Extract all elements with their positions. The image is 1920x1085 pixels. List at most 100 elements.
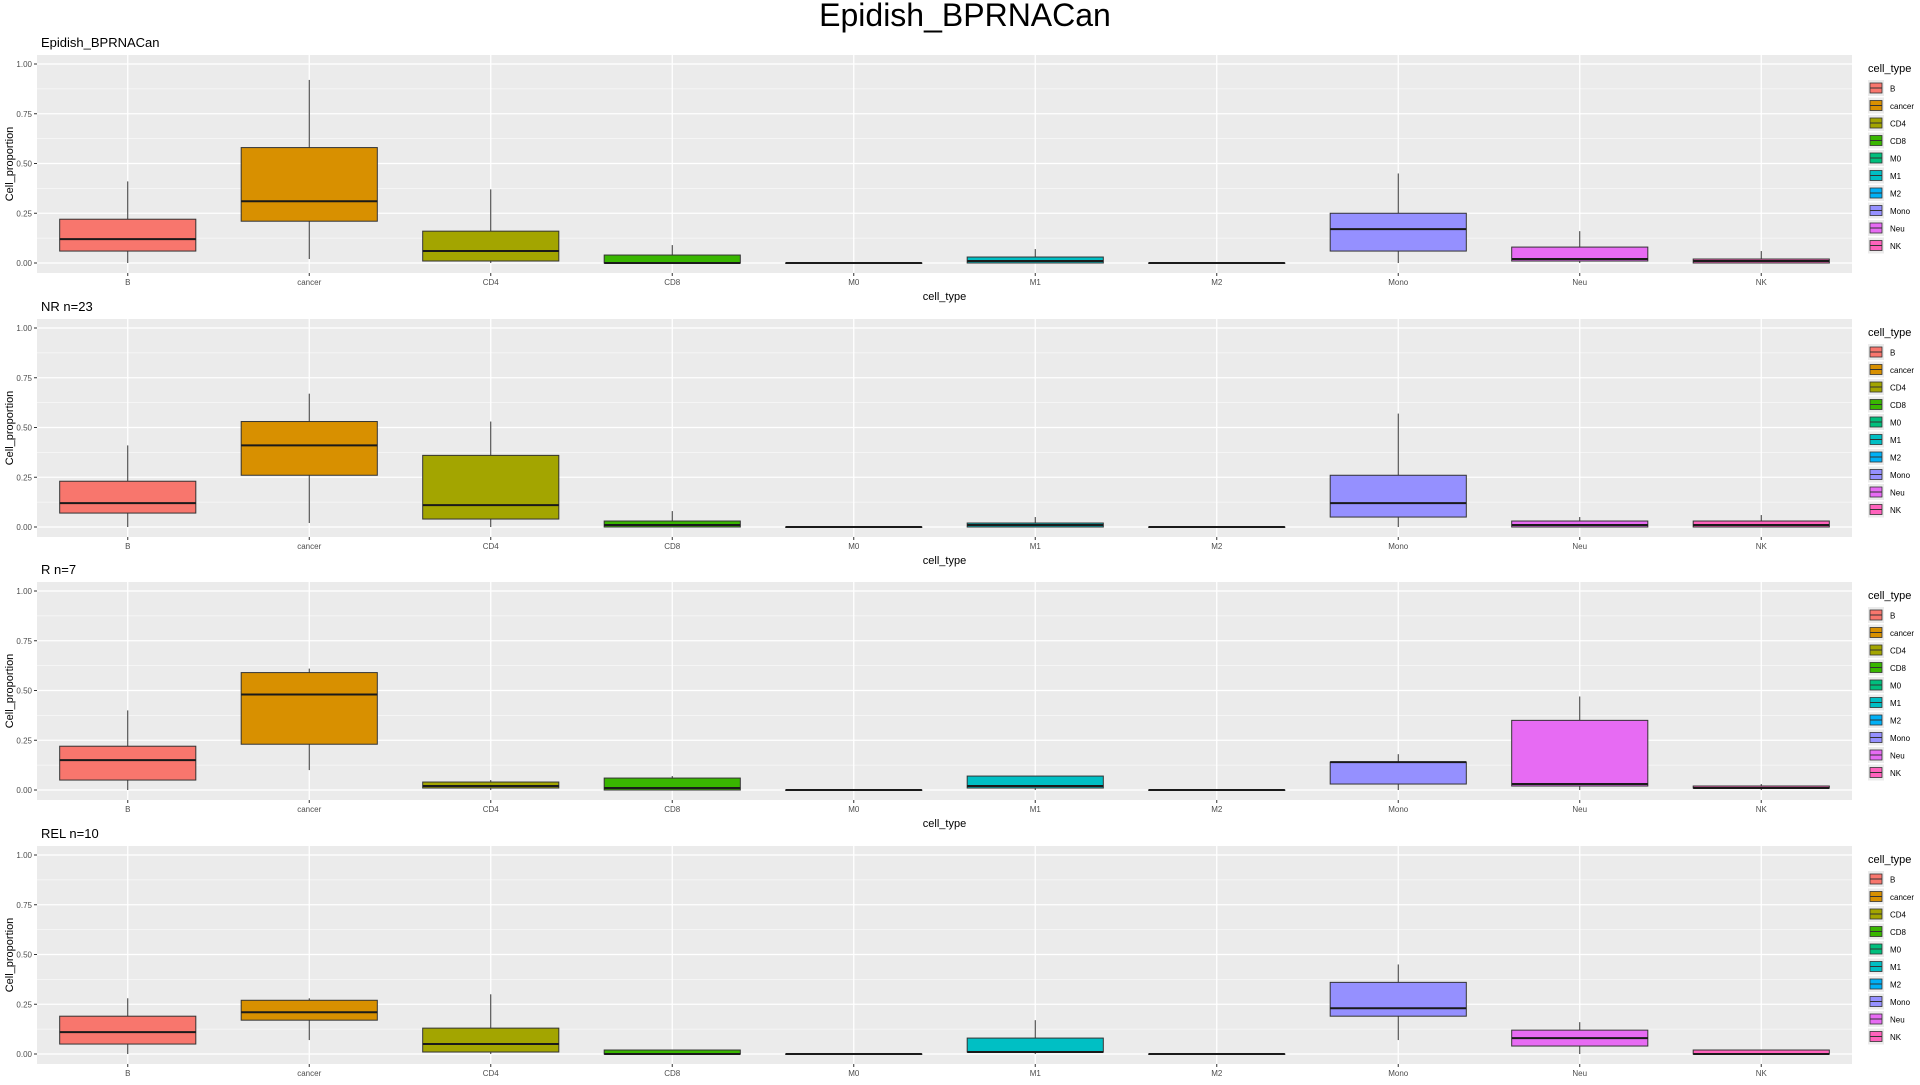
legend-label: M2 [1890, 717, 1902, 726]
legend-entry: M1 [1868, 958, 1902, 975]
x-tick-label: M1 [1030, 542, 1042, 551]
box-mono [1329, 413, 1467, 527]
x-tick-label: Mono [1388, 1069, 1409, 1078]
legend-label: Mono [1890, 998, 1911, 1007]
legend-label: B [1890, 349, 1895, 358]
legend-label: M1 [1890, 699, 1902, 708]
x-tick-label: Neu [1572, 805, 1587, 814]
x-tick-label: CD4 [483, 1069, 500, 1078]
legend-entry: B [1868, 344, 1895, 360]
box-m2 [1148, 526, 1286, 528]
panel-title: REL n=10 [41, 826, 99, 841]
legend-label: CD4 [1890, 911, 1907, 920]
chart-panel: R n=7 0.00 0.25 0.50 0.75 1.00 B cancer CD4 CD8 M0… [4, 562, 1914, 830]
box-body [59, 480, 197, 514]
x-tick-label: CD4 [483, 278, 500, 287]
box-nk [1692, 784, 1830, 790]
legend-label: M1 [1890, 436, 1902, 445]
y-tick-label: 0.75 [16, 901, 32, 910]
box-body [1511, 246, 1649, 262]
legend-label: Mono [1890, 471, 1911, 480]
y-tick-label: 0.00 [16, 259, 32, 268]
x-tick-label: M0 [848, 542, 860, 551]
box-body [240, 421, 378, 476]
legend-label: M0 [1890, 419, 1902, 428]
legend-label: M0 [1890, 155, 1902, 164]
box-m1 [966, 775, 1104, 790]
legend-entry: cancer [1868, 97, 1914, 114]
box-m2 [1148, 789, 1286, 791]
legend-label: CD4 [1890, 647, 1907, 656]
x-tick-label: M1 [1030, 1069, 1042, 1078]
box-body [1329, 981, 1467, 1017]
legend-entry: B [1868, 80, 1895, 96]
box-nk [1692, 251, 1830, 264]
legend-title: cell_type [1868, 590, 1911, 602]
legend-entry: CD8 [1868, 396, 1907, 413]
legend-entry: Neu [1868, 220, 1905, 236]
x-tick-label: M2 [1211, 1069, 1223, 1078]
panel-title: Epidish_BPRNACan [41, 35, 160, 50]
y-tick-label: 1.00 [16, 851, 32, 860]
legend-entry: B [1868, 607, 1895, 623]
x-tick-label: Neu [1572, 542, 1587, 551]
box-cancer [240, 998, 378, 1041]
box-neu [1511, 517, 1649, 528]
box-neu [1511, 231, 1649, 263]
legend-label: M1 [1890, 172, 1902, 181]
box-cd4 [422, 780, 560, 790]
box-m1 [966, 517, 1104, 528]
box-m0 [785, 262, 923, 264]
box-cancer [240, 668, 378, 771]
y-tick-label: 0.50 [16, 160, 32, 169]
y-axis-title: Cell_proportion [4, 918, 16, 993]
x-tick-label: B [125, 1069, 130, 1078]
x-tick-label: cancer [297, 278, 321, 287]
box-cd4 [422, 189, 560, 263]
legend-label: CD4 [1890, 120, 1907, 129]
legend-label: Mono [1890, 207, 1911, 216]
legend-entry: Neu [1868, 1011, 1905, 1027]
box-body [603, 254, 741, 264]
legend-label: CD8 [1890, 137, 1907, 146]
legend-entry: M1 [1868, 167, 1902, 184]
legend-entry: M0 [1868, 150, 1902, 166]
legend-label: Neu [1890, 752, 1905, 761]
x-tick-label: NK [1756, 278, 1768, 287]
legend-label: B [1890, 85, 1895, 94]
box-body [1329, 212, 1467, 252]
x-tick-label: M1 [1030, 805, 1042, 814]
box-cd8 [603, 1049, 741, 1055]
x-tick-label: CD8 [664, 805, 681, 814]
legend-label: NK [1890, 769, 1902, 778]
y-tick-label: 0.75 [16, 374, 32, 383]
y-tick-label: 0.25 [16, 209, 32, 218]
box-cancer [240, 79, 378, 260]
box-cd4 [422, 421, 560, 527]
legend-entry: NK [1868, 501, 1902, 518]
box-m0 [785, 789, 923, 791]
x-axis-title: cell_type [923, 818, 966, 830]
legend-entry: Mono [1868, 466, 1911, 483]
x-tick-label: M2 [1211, 542, 1223, 551]
x-tick-label: NK [1756, 1069, 1768, 1078]
y-tick-label: 1.00 [16, 587, 32, 596]
panel-title: R n=7 [41, 562, 76, 577]
legend-entry: CD4 [1868, 115, 1907, 131]
legend-label: M0 [1890, 946, 1902, 955]
box-m2 [1148, 1053, 1286, 1055]
box-cd4 [422, 994, 560, 1054]
legend-entry: M0 [1868, 414, 1902, 430]
legend-entry: cancer [1868, 624, 1914, 641]
box-body [966, 775, 1104, 789]
box-cd8 [603, 511, 741, 528]
box-body [240, 999, 378, 1021]
box-body [59, 1015, 197, 1045]
x-tick-label: Mono [1388, 278, 1409, 287]
x-tick-label: M0 [848, 1069, 860, 1078]
x-tick-label: B [125, 278, 130, 287]
legend-label: M2 [1890, 190, 1902, 199]
chart-panel: Epidish_BPRNACan 0.00 0.25 0.50 0.75 1.00 B can… [4, 35, 1914, 303]
